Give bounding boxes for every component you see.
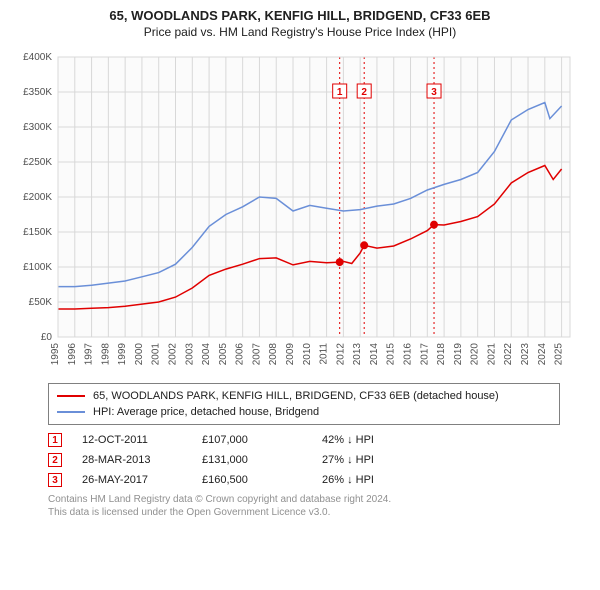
- event-date: 26-MAY-2017: [82, 474, 202, 486]
- svg-text:2013: 2013: [352, 343, 363, 366]
- svg-text:2000: 2000: [134, 343, 145, 366]
- svg-text:2012: 2012: [335, 343, 346, 366]
- chart-subtitle: Price paid vs. HM Land Registry's House …: [10, 25, 590, 39]
- svg-text:2007: 2007: [251, 343, 262, 366]
- event-date: 28-MAR-2013: [82, 454, 202, 466]
- event-row: 1 12-OCT-2011£107,00042% ↓ HPI: [48, 433, 590, 447]
- svg-text:£200K: £200K: [23, 192, 52, 203]
- svg-text:£100K: £100K: [23, 262, 52, 273]
- svg-text:2025: 2025: [554, 343, 565, 366]
- svg-text:1996: 1996: [67, 343, 78, 366]
- svg-text:2018: 2018: [436, 343, 447, 366]
- chart-area: £0 £50K £100K £150K £200K £250K £300K £350K £400…: [10, 47, 590, 377]
- legend-item: HPI: Average price, detached house, Brid…: [57, 404, 551, 420]
- title-block: 65, WOODLANDS PARK, KENFIG HILL, BRIDGEN…: [10, 8, 590, 39]
- svg-text:£50K: £50K: [29, 297, 53, 308]
- legend-item: 65, WOODLANDS PARK, KENFIG HILL, BRIDGEN…: [57, 388, 551, 404]
- svg-text:£150K: £150K: [23, 227, 52, 238]
- svg-text:£400K: £400K: [23, 52, 52, 63]
- svg-text:2002: 2002: [168, 343, 179, 366]
- legend: 65, WOODLANDS PARK, KENFIG HILL, BRIDGEN…: [48, 383, 560, 425]
- svg-text:2003: 2003: [184, 343, 195, 366]
- svg-text:2017: 2017: [419, 343, 430, 366]
- chart-title: 65, WOODLANDS PARK, KENFIG HILL, BRIDGEN…: [10, 8, 590, 23]
- svg-text:2005: 2005: [218, 343, 229, 366]
- svg-text:2010: 2010: [302, 343, 313, 366]
- legend-label: HPI: Average price, detached house, Brid…: [93, 404, 319, 420]
- event-price: £107,000: [202, 434, 322, 446]
- svg-text:£250K: £250K: [23, 157, 52, 168]
- event-row: 3 26-MAY-2017£160,50026% ↓ HPI: [48, 473, 590, 487]
- event-marker: 3: [48, 473, 62, 487]
- chart-container: 65, WOODLANDS PARK, KENFIG HILL, BRIDGEN…: [0, 0, 600, 527]
- svg-text:2009: 2009: [285, 343, 296, 366]
- event-delta: 27% ↓ HPI: [322, 454, 374, 466]
- svg-text:1995: 1995: [50, 343, 61, 366]
- svg-text:2: 2: [361, 87, 367, 98]
- event-delta: 42% ↓ HPI: [322, 434, 374, 446]
- event-delta: 26% ↓ HPI: [322, 474, 374, 486]
- svg-text:2014: 2014: [369, 343, 380, 366]
- svg-text:2022: 2022: [503, 343, 514, 366]
- svg-text:1998: 1998: [100, 343, 111, 366]
- event-list: 1 12-OCT-2011£107,00042% ↓ HPI 2 28-MAR-201…: [48, 433, 590, 487]
- legend-swatch: [57, 411, 85, 413]
- event-row: 2 28-MAR-2013£131,00027% ↓ HPI: [48, 453, 590, 467]
- svg-text:2023: 2023: [520, 343, 531, 366]
- event-date: 12-OCT-2011: [82, 434, 202, 446]
- svg-text:£0: £0: [41, 332, 53, 343]
- svg-text:2006: 2006: [235, 343, 246, 366]
- svg-text:2019: 2019: [453, 343, 464, 366]
- svg-text:2016: 2016: [403, 343, 414, 366]
- footer-line: This data is licensed under the Open Gov…: [48, 506, 590, 519]
- svg-text:1: 1: [337, 87, 343, 98]
- attribution-footer: Contains HM Land Registry data © Crown c…: [48, 493, 590, 519]
- svg-text:£300K: £300K: [23, 122, 52, 133]
- svg-text:2020: 2020: [470, 343, 481, 366]
- svg-text:2011: 2011: [319, 343, 330, 365]
- svg-text:2001: 2001: [151, 343, 162, 366]
- event-price: £160,500: [202, 474, 322, 486]
- svg-text:2015: 2015: [386, 343, 397, 366]
- legend-label: 65, WOODLANDS PARK, KENFIG HILL, BRIDGEN…: [93, 388, 499, 404]
- svg-text:1999: 1999: [117, 343, 128, 366]
- svg-text:2024: 2024: [537, 343, 548, 366]
- line-chart: £0 £50K £100K £150K £200K £250K £300K £350K £400…: [10, 47, 590, 377]
- event-marker: 2: [48, 453, 62, 467]
- event-marker: 1: [48, 433, 62, 447]
- svg-text:2008: 2008: [268, 343, 279, 366]
- svg-text:£350K: £350K: [23, 87, 52, 98]
- svg-text:1997: 1997: [84, 343, 95, 366]
- footer-line: Contains HM Land Registry data © Crown c…: [48, 493, 590, 506]
- svg-text:3: 3: [431, 87, 437, 98]
- legend-swatch: [57, 395, 85, 397]
- svg-text:2021: 2021: [486, 343, 497, 366]
- svg-text:2004: 2004: [201, 343, 212, 366]
- event-price: £131,000: [202, 454, 322, 466]
